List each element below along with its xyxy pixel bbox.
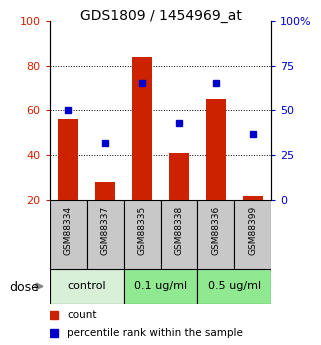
Bar <box>197 200 234 269</box>
Text: control: control <box>67 282 106 291</box>
Text: percentile rank within the sample: percentile rank within the sample <box>67 328 243 338</box>
Bar <box>169 153 189 200</box>
Text: GDS1809 / 1454969_at: GDS1809 / 1454969_at <box>80 9 241 23</box>
Text: GSM88399: GSM88399 <box>248 206 257 255</box>
Bar <box>58 119 78 200</box>
Bar <box>160 200 197 269</box>
Bar <box>50 200 87 269</box>
Bar <box>87 200 124 269</box>
Bar <box>95 182 115 200</box>
Text: GSM88336: GSM88336 <box>211 206 221 255</box>
Text: GSM88338: GSM88338 <box>174 206 184 255</box>
Bar <box>132 57 152 200</box>
Text: 0.1 ug/ml: 0.1 ug/ml <box>134 282 187 291</box>
Text: GSM88334: GSM88334 <box>64 206 73 255</box>
Text: GSM88335: GSM88335 <box>137 206 147 255</box>
Bar <box>206 99 226 200</box>
Text: GSM88337: GSM88337 <box>100 206 110 255</box>
Bar <box>124 200 160 269</box>
Bar <box>124 269 197 304</box>
Bar <box>197 269 271 304</box>
Bar <box>243 196 263 200</box>
Bar <box>50 269 124 304</box>
Text: count: count <box>67 310 97 320</box>
Text: 0.5 ug/ml: 0.5 ug/ml <box>208 282 261 291</box>
Bar <box>234 200 271 269</box>
Text: dose: dose <box>10 280 39 294</box>
